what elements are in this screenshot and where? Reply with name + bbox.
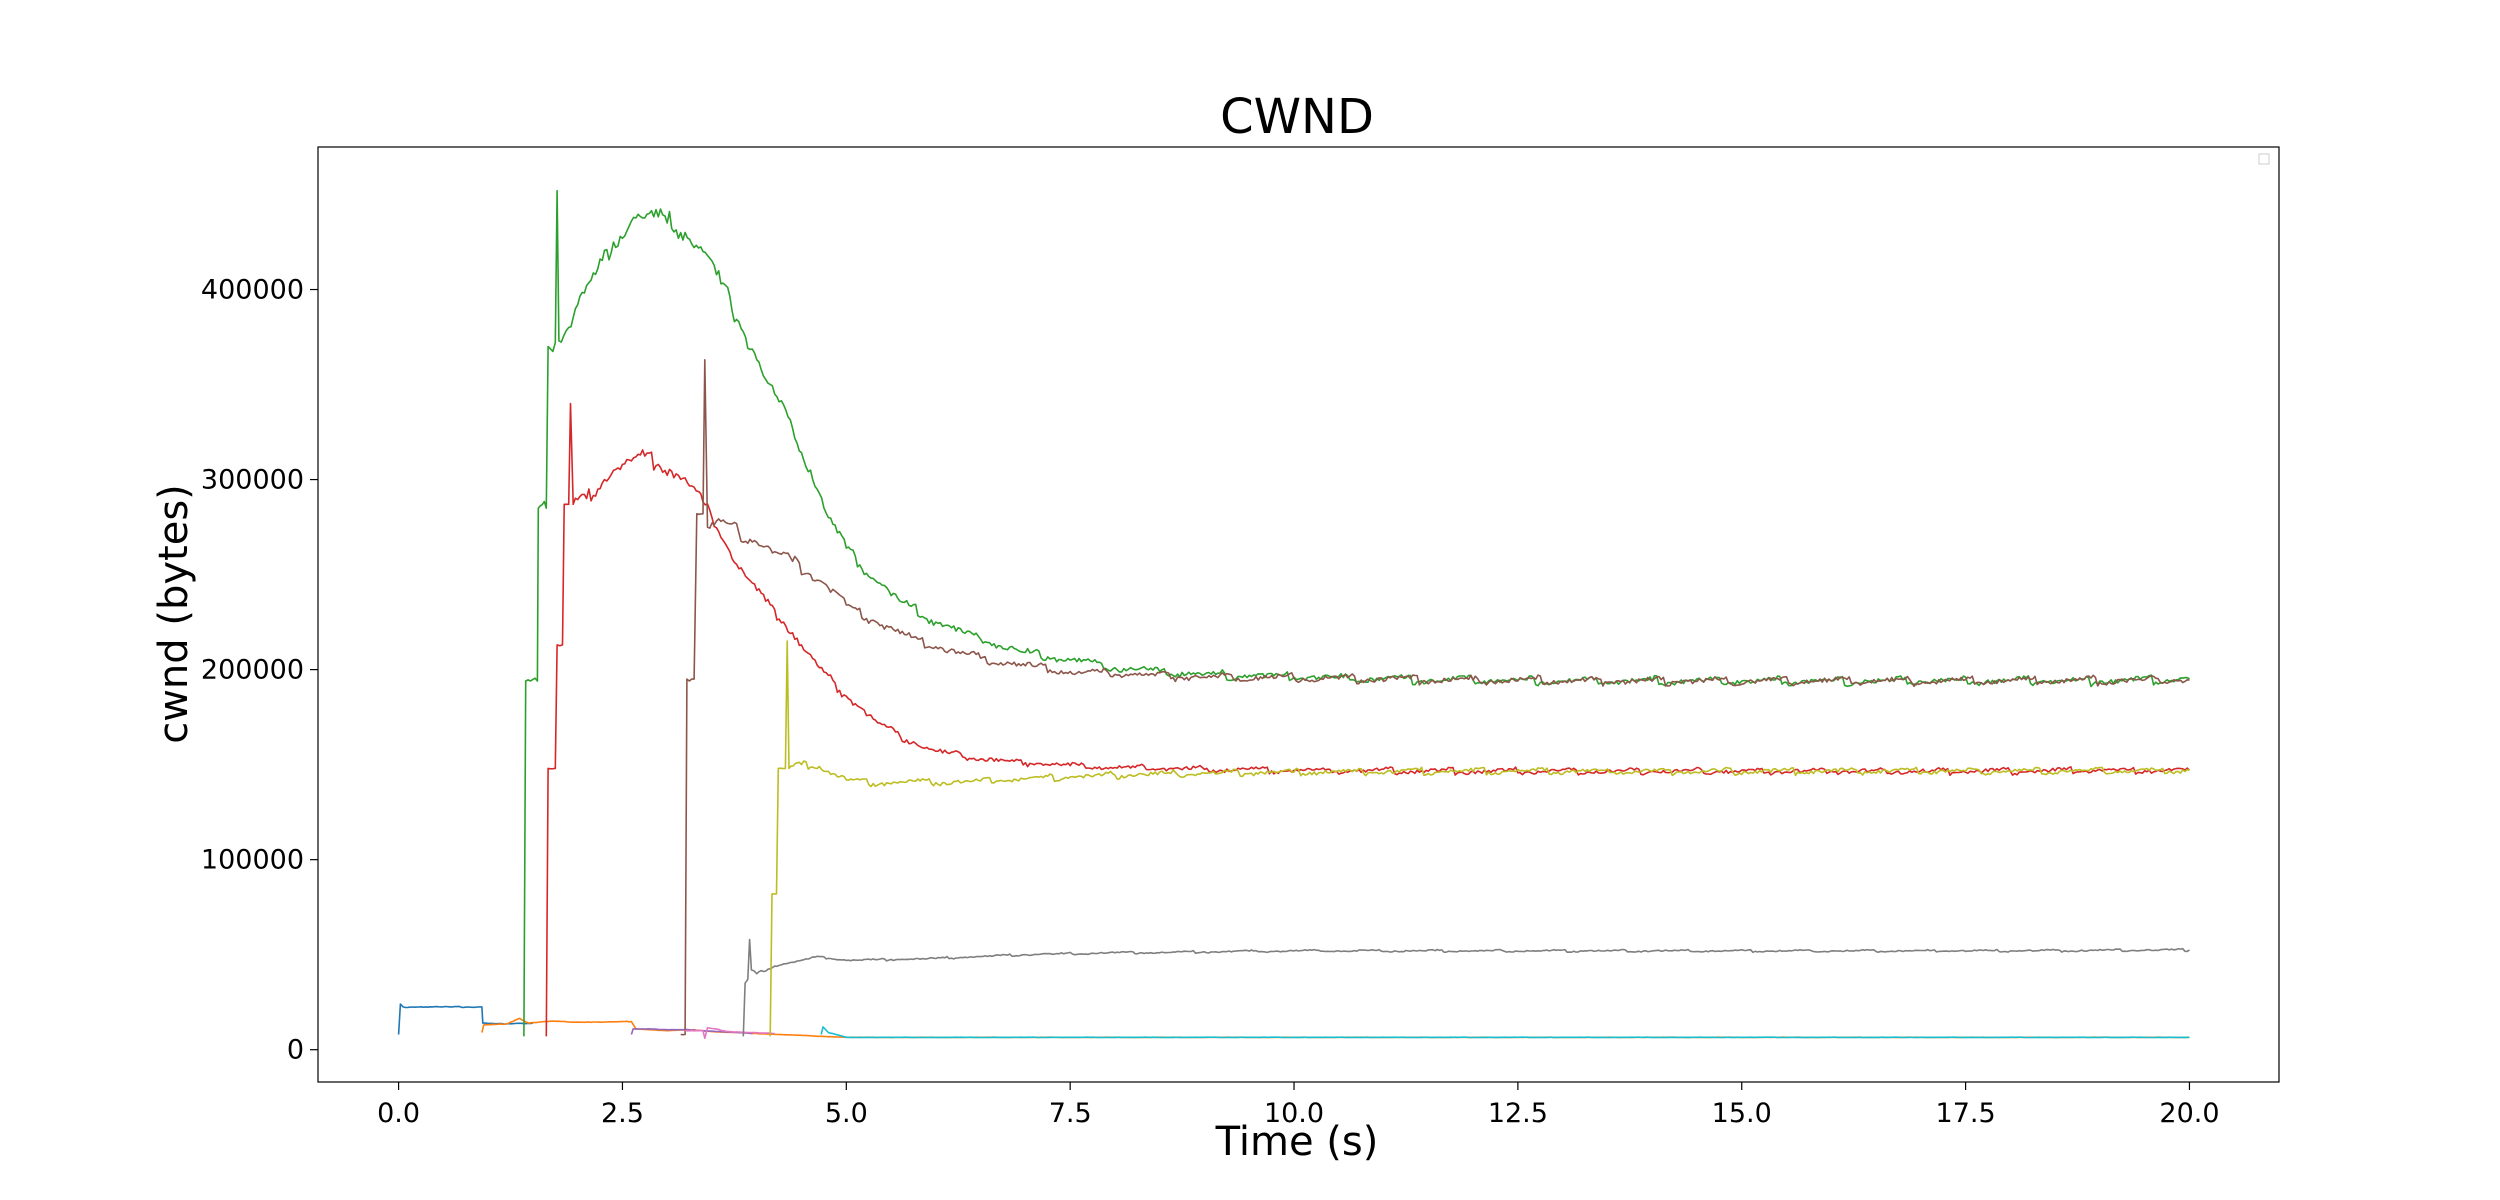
- series-line-9: [769, 640, 2190, 1037]
- x-axis: 0.0 2.5 5.0 7.5 10.0 12.5 15.0 17.5 20.0: [377, 1082, 2220, 1129]
- y-axis: 0 100000 200000 300000 400000: [201, 275, 318, 1066]
- series-line-7: [685, 1027, 775, 1040]
- y-tick-label: 400000: [201, 275, 304, 306]
- series-layer: [397, 189, 2191, 1040]
- legend-box: [2258, 153, 2270, 165]
- x-tick-label: 2.5: [601, 1098, 644, 1129]
- x-tick-label: 10.0: [1264, 1098, 1324, 1129]
- series-line-10: [820, 1026, 2190, 1039]
- series-line-8: [742, 938, 2190, 1037]
- y-tick-label: 200000: [201, 655, 304, 686]
- y-tick-label: 300000: [201, 465, 304, 496]
- x-tick-label: 17.5: [1936, 1098, 1996, 1129]
- y-tick-label: 100000: [201, 845, 304, 876]
- plot-frame: [317, 146, 2280, 1083]
- x-tick-label: 20.0: [2159, 1098, 2219, 1129]
- y-axis-label: cwnd (bytes): [151, 484, 197, 744]
- x-tick-label: 15.0: [1712, 1098, 1772, 1129]
- chart-title: CWND: [1220, 89, 1374, 145]
- x-tick-label: 5.0: [825, 1098, 868, 1129]
- x-tick-label: 7.5: [1049, 1098, 1092, 1129]
- y-tick-label: 0: [287, 1035, 304, 1066]
- series-line-1: [397, 1003, 534, 1035]
- x-tick-label: 0.0: [377, 1098, 420, 1129]
- series-line-4: [545, 402, 2191, 1037]
- series-line-6: [680, 359, 2190, 1036]
- x-axis-label: Time (s): [1215, 1119, 1379, 1165]
- x-tick-label: 12.5: [1488, 1098, 1548, 1129]
- plot-area: [318, 147, 2279, 1082]
